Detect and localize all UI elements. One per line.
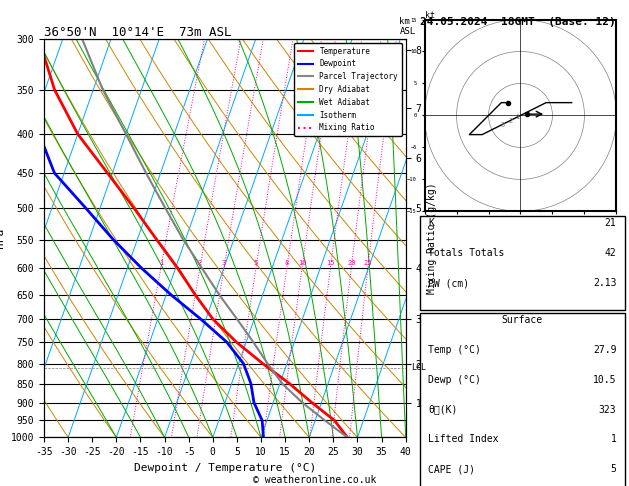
Text: K: K: [428, 218, 434, 228]
Text: 1: 1: [159, 260, 163, 266]
Text: 25: 25: [364, 260, 372, 266]
Y-axis label: hPa: hPa: [0, 228, 5, 248]
Y-axis label: Mixing Ratio (g/kg): Mixing Ratio (g/kg): [427, 182, 437, 294]
Text: 10.5: 10.5: [593, 375, 616, 384]
Text: 2.13: 2.13: [593, 278, 616, 288]
Text: CAPE (J): CAPE (J): [428, 464, 476, 474]
Text: PW (cm): PW (cm): [428, 278, 469, 288]
Text: 42: 42: [604, 248, 616, 258]
Text: 1: 1: [611, 434, 616, 444]
Text: 5: 5: [253, 260, 258, 266]
Text: 24.05.2024  18GMT  (Base: 12): 24.05.2024 18GMT (Base: 12): [420, 17, 616, 27]
Bar: [420, 312, 625, 486]
Text: 1: 1: [515, 114, 519, 120]
Text: Dewp (°C): Dewp (°C): [428, 375, 481, 384]
Text: 20: 20: [347, 260, 355, 266]
Text: 3: 3: [222, 260, 226, 266]
Text: Totals Totals: Totals Totals: [428, 248, 504, 258]
Text: 323: 323: [599, 404, 616, 415]
Legend: Temperature, Dewpoint, Parcel Trajectory, Dry Adiabat, Wet Adiabat, Isotherm, Mi: Temperature, Dewpoint, Parcel Trajectory…: [294, 43, 402, 136]
Text: kt: kt: [425, 11, 435, 19]
Text: 27.9: 27.9: [593, 345, 616, 355]
Text: 2: 2: [508, 118, 513, 123]
Text: 36°50'N  10°14'E  73m ASL: 36°50'N 10°14'E 73m ASL: [44, 26, 231, 39]
Text: LCL: LCL: [411, 363, 426, 372]
Bar: [420, 216, 625, 310]
Text: Surface: Surface: [502, 315, 543, 325]
Text: 5: 5: [611, 464, 616, 474]
Text: 8: 8: [285, 260, 289, 266]
Text: 21: 21: [604, 218, 616, 228]
Text: Temp (°C): Temp (°C): [428, 345, 481, 355]
Text: 15: 15: [326, 260, 335, 266]
Text: km
ASL: km ASL: [399, 17, 416, 36]
Text: θᴄ(K): θᴄ(K): [428, 404, 458, 415]
Text: 10: 10: [298, 260, 306, 266]
Text: Lifted Index: Lifted Index: [428, 434, 499, 444]
X-axis label: Dewpoint / Temperature (°C): Dewpoint / Temperature (°C): [134, 463, 316, 473]
Text: 3: 3: [501, 122, 505, 128]
Text: 2: 2: [198, 260, 202, 266]
Text: © weatheronline.co.uk: © weatheronline.co.uk: [253, 475, 376, 485]
